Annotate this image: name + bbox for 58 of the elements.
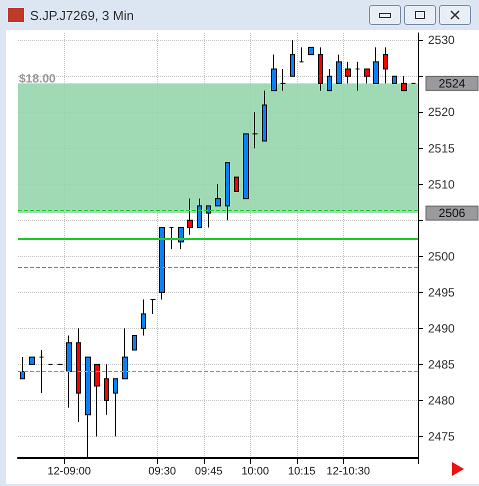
band-label: $18.00 [19,71,56,86]
candlestick [150,299,156,314]
candlestick [373,46,379,84]
candlestick [132,335,137,350]
candlestick [308,46,314,56]
x-tick-label: 10:15 [288,466,316,478]
candlestick [383,46,388,84]
y-tick-label: 2480 [428,393,456,408]
y-tick-label: 2495 [428,285,456,300]
y-tick-label: 2530 [428,33,456,48]
candlestick [94,364,100,437]
x-tick-label: 09:30 [148,466,176,478]
candlestick [327,68,332,92]
x-tick-label: 10:00 [241,466,269,478]
x-tick-label: 12-09:00 [47,466,91,478]
y-tick-label: 2500 [428,249,456,264]
candlestick [336,54,342,84]
y-tick-label: 2515 [428,141,456,156]
candlestick [29,356,35,365]
candlestick [243,133,249,200]
y-tick-label: 2490 [428,321,456,336]
candlestick [169,226,174,250]
candlestick [187,198,193,236]
candlestick [113,378,118,437]
candlestick [159,226,165,300]
candlestick [299,46,304,62]
y-tick-label: 2520 [428,105,456,120]
candlestick [20,356,25,380]
candlestick [66,335,72,408]
chart-title: S.JP.J7269, 3 Min [30,8,135,22]
candlestick [39,349,44,394]
text: 2524 [438,76,466,90]
candlestick [290,40,295,77]
x-tick-label: 09:45 [194,466,222,478]
candlestick [225,162,230,221]
candlestick [392,76,397,84]
x-tick-label: 12-10:30 [326,466,370,478]
candlestick [345,61,351,84]
candlestick [318,46,323,92]
candlestick [206,205,211,228]
candlestick [76,328,81,422]
candlestick [271,54,277,92]
candlestick [234,176,239,192]
candlestick [252,112,258,149]
y-tick-label: 2485 [428,357,456,372]
candlestick [262,90,267,142]
candlestick [141,299,146,336]
candlestick [364,68,370,84]
y-tick-label: 2510 [428,177,456,192]
candlestick [355,61,360,92]
text: 2506 [438,206,466,220]
candlestick [104,364,109,416]
candlestick [280,68,286,92]
y-tick-label: 2475 [428,429,456,444]
candlestick [197,198,202,228]
candlestick [401,76,407,92]
candlestick [122,328,128,380]
candlestick [215,184,221,206]
